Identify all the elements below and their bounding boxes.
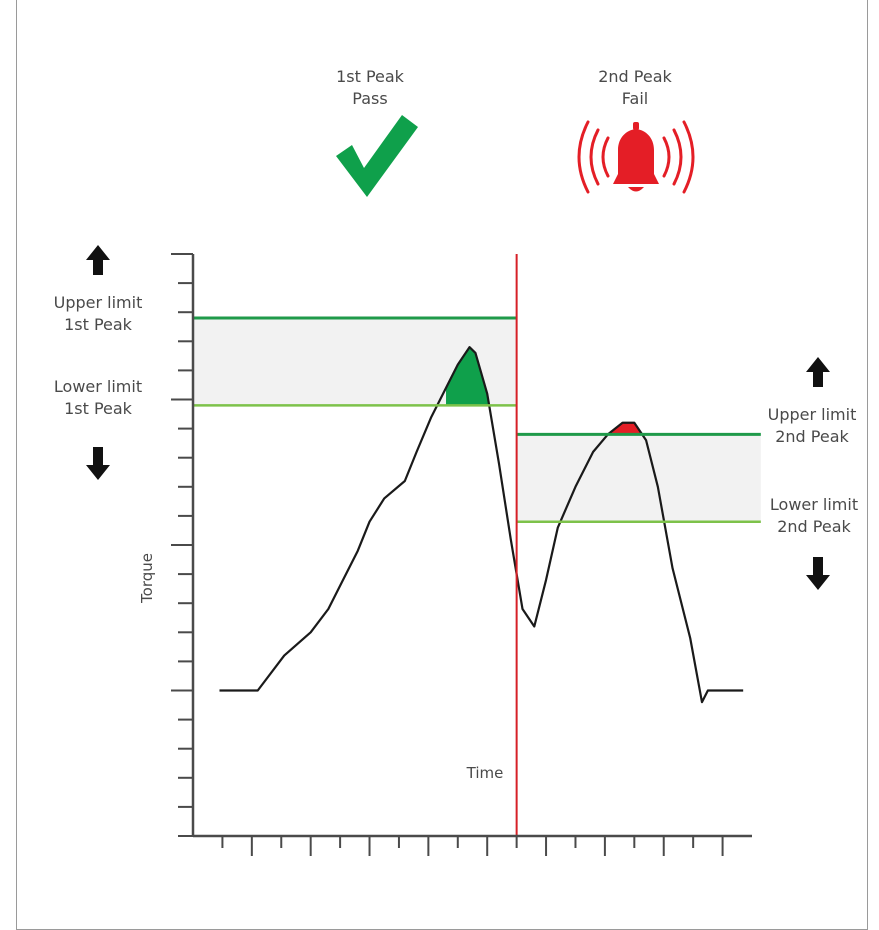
peak1-title: 1st Peak xyxy=(336,67,404,86)
peak1-status: Pass xyxy=(352,89,388,108)
peak1-upper-limit-label: Upper limit 1st Peak xyxy=(40,292,156,336)
peak1-pass-area xyxy=(446,347,497,406)
peak2-fail-area xyxy=(607,422,644,435)
peak1-lower-limit-label: Lower limit 1st Peak xyxy=(40,376,156,420)
upper-limit-text: Upper limit xyxy=(53,293,143,312)
lower-limit-text: Lower limit xyxy=(769,495,859,514)
arrow-down-icon xyxy=(806,557,830,590)
arrow-up-icon xyxy=(86,245,110,275)
peak2-tolerance-band xyxy=(516,434,761,522)
peak1-header: 1st Peak Pass xyxy=(320,66,420,110)
peak-text: 1st Peak xyxy=(64,315,132,334)
peak-text: 1st Peak xyxy=(64,399,132,418)
alarm-bell-icon xyxy=(577,120,695,194)
peak2-status: Fail xyxy=(621,89,649,108)
peak-text: 2nd Peak xyxy=(775,427,849,446)
checkmark-icon xyxy=(336,115,418,197)
peak2-lower-limit-label: Lower limit 2nd Peak xyxy=(760,494,868,538)
peak2-title: 2nd Peak xyxy=(598,67,672,86)
y-axis-label: Torque xyxy=(138,553,156,604)
peak2-upper-limit-label: Upper limit 2nd Peak xyxy=(756,404,868,448)
x-axis-label: Time xyxy=(466,764,504,782)
peak2-header: 2nd Peak Fail xyxy=(585,66,685,110)
lower-limit-text: Lower limit xyxy=(53,377,143,396)
arrow-down-icon xyxy=(86,447,110,480)
peak-text: 2nd Peak xyxy=(777,517,851,536)
arrow-up-icon xyxy=(806,357,830,387)
upper-limit-text: Upper limit xyxy=(767,405,857,424)
torque-curve xyxy=(219,346,744,704)
